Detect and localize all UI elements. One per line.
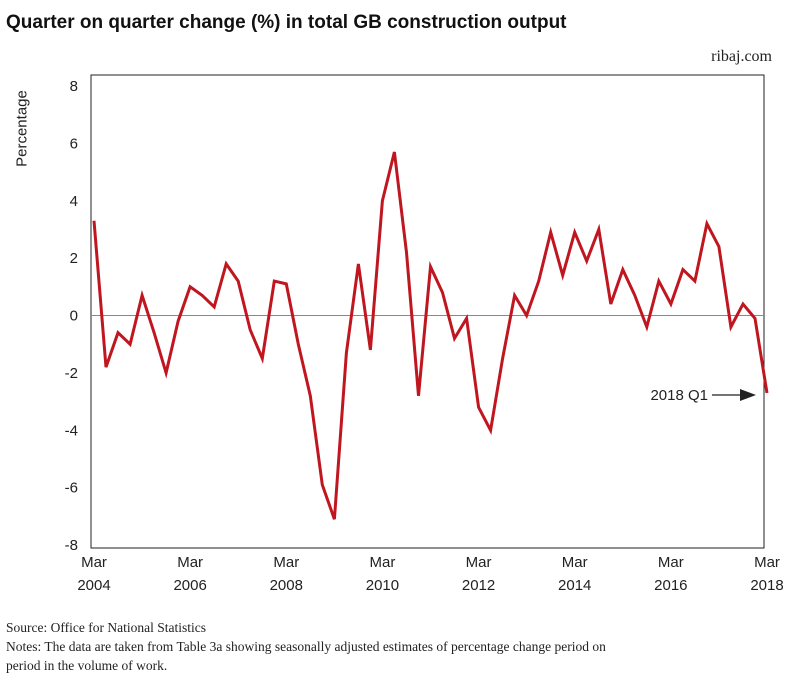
x-tick-month: Mar bbox=[754, 554, 780, 571]
x-tick-group: Mar 2004 Mar 2006 Mar 2008 Mar 2010 Mar 2012 Mar 20… bbox=[77, 554, 783, 594]
y-tick-label: 0 bbox=[70, 308, 78, 325]
x-tick-year: 2018 bbox=[750, 577, 783, 594]
chart-title: Quarter on quarter change (%) in total G… bbox=[6, 12, 567, 33]
annotation-label: 2018 Q1 bbox=[650, 387, 708, 404]
y-tick-label: 8 bbox=[70, 78, 78, 95]
line-chart: 8 6 4 2 0 -2 -4 -6 -8 Mar 2004 Mar 2006 Mar 2008 Mar 20… bbox=[65, 74, 784, 594]
x-tick-year: 2010 bbox=[366, 577, 399, 594]
x-tick-year: 2014 bbox=[558, 577, 591, 594]
x-tick-month: Mar bbox=[177, 554, 203, 571]
y-tick-label: -2 bbox=[65, 365, 78, 382]
x-tick-month: Mar bbox=[658, 554, 684, 571]
x-tick-year: 2004 bbox=[77, 577, 110, 594]
source-note: Source: Office for National Statistics bbox=[6, 620, 206, 635]
x-tick-year: 2012 bbox=[462, 577, 495, 594]
x-tick-month: Mar bbox=[562, 554, 588, 571]
plot-frame bbox=[90, 74, 765, 549]
x-tick-month: Mar bbox=[273, 554, 299, 571]
x-tick-year: 2006 bbox=[173, 577, 206, 594]
y-tick-label: 6 bbox=[70, 135, 78, 152]
x-tick-month: Mar bbox=[81, 554, 107, 571]
y-tick-label: -4 bbox=[65, 422, 78, 439]
x-tick-year: 2008 bbox=[270, 577, 303, 594]
x-tick-year: 2016 bbox=[654, 577, 687, 594]
y-tick-label: -8 bbox=[65, 537, 78, 554]
y-tick-label: -6 bbox=[65, 480, 78, 497]
annotation-group: 2018 Q1 bbox=[650, 387, 756, 404]
y-tick-label: 4 bbox=[70, 193, 78, 210]
x-tick-month: Mar bbox=[370, 554, 396, 571]
y-tick-label: 2 bbox=[70, 250, 78, 267]
x-tick-month: Mar bbox=[466, 554, 492, 571]
series-line bbox=[92, 151, 769, 520]
y-tick-group: 8 6 4 2 0 -2 -4 -6 -8 bbox=[65, 78, 78, 554]
annotation-arrowhead bbox=[740, 389, 756, 401]
brand-label: ribaj.com bbox=[711, 48, 772, 65]
notes-text: Notes: The data are taken from Table 3a … bbox=[6, 639, 606, 673]
